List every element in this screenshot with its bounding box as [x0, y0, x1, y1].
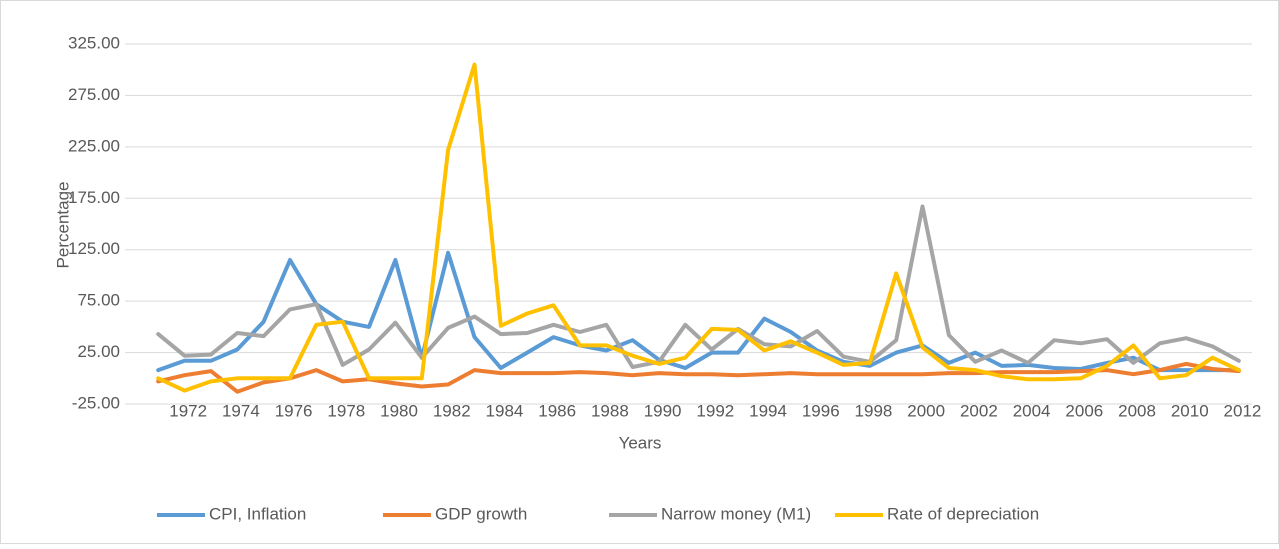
y-axis-title: Percentage [53, 182, 72, 269]
x-tick-label: 2012 [1224, 401, 1262, 420]
x-tick-label: 1998 [855, 401, 893, 420]
y-tick-label: 125.00 [68, 239, 120, 258]
x-tick-label: 1982 [433, 401, 471, 420]
x-tick-label: 1990 [644, 401, 682, 420]
x-tick-label: 1972 [169, 401, 207, 420]
legend-label: Rate of depreciation [887, 504, 1039, 523]
legend-label: Narrow money (M1) [661, 504, 811, 523]
legend-label: CPI, Inflation [209, 504, 306, 523]
y-tick-label: -25.00 [72, 393, 120, 412]
x-tick-label: 1988 [591, 401, 629, 420]
x-tick-label: 1978 [327, 401, 365, 420]
y-tick-label: 75.00 [77, 291, 120, 310]
x-tick-label: 1994 [749, 401, 787, 420]
y-tick-label: 25.00 [77, 342, 120, 361]
x-tick-label: 2008 [1118, 401, 1156, 420]
y-tick-label: 225.00 [68, 136, 120, 155]
x-tick-label: 1984 [486, 401, 524, 420]
x-tick-label: 1992 [696, 401, 734, 420]
x-tick-label: 2002 [960, 401, 998, 420]
x-tick-label: 2010 [1171, 401, 1209, 420]
y-tick-label: 175.00 [68, 188, 120, 207]
legend-label: GDP growth [435, 504, 527, 523]
x-tick-label: 1974 [222, 401, 260, 420]
x-tick-label: 2000 [907, 401, 945, 420]
series-line [156, 361, 1241, 394]
x-tick-label: 1976 [275, 401, 313, 420]
x-tick-label: 2004 [1013, 401, 1051, 420]
x-tick-label: 2006 [1065, 401, 1103, 420]
series-line [156, 62, 1241, 393]
x-tick-label: 1996 [802, 401, 840, 420]
y-tick-label: 325.00 [68, 33, 120, 52]
series-line [156, 250, 1241, 373]
series-line [156, 204, 1241, 369]
y-tick-label: 275.00 [68, 85, 120, 104]
x-tick-label: 1986 [538, 401, 576, 420]
x-tick-label: 1980 [380, 401, 418, 420]
x-axis-title: Years [619, 433, 662, 452]
